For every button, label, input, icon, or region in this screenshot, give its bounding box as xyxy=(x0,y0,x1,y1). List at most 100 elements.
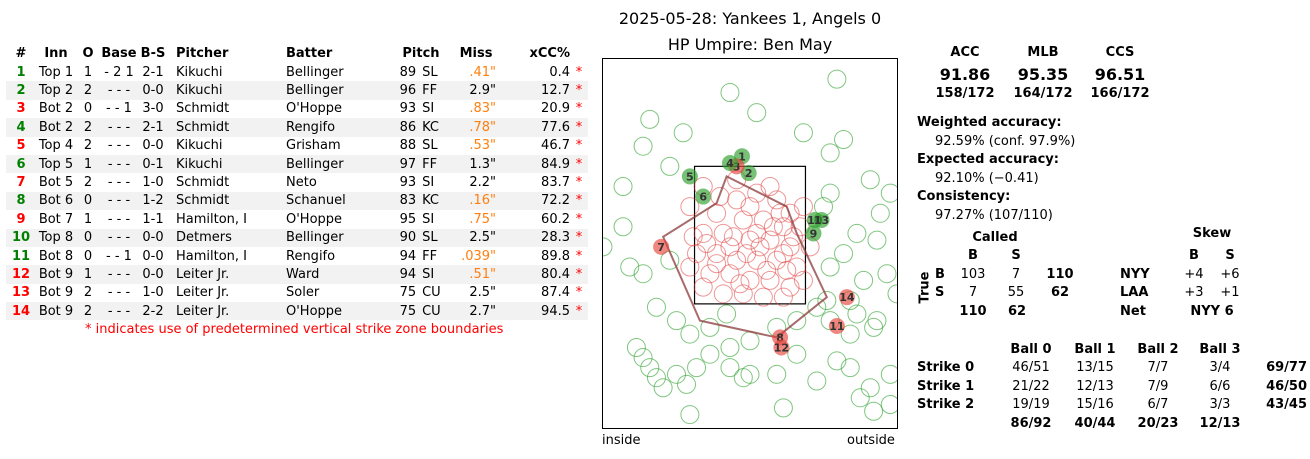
missed-call-marker xyxy=(740,165,757,182)
cell-num: 5 xyxy=(16,138,26,154)
cell-miss: .75" xyxy=(469,211,496,227)
skew-team-laa: LAA xyxy=(1120,285,1149,300)
called-ball-point xyxy=(870,203,890,223)
called-ball-point xyxy=(807,297,827,317)
called-ball-point xyxy=(740,364,760,384)
cell-miss: .16" xyxy=(446,191,506,211)
table-row: 9 Bot 7 1 - - - 1-1 Hamilton, I O'Hoppe 95 SI .75… xyxy=(6,210,588,228)
skew-net-value: NYY 6 xyxy=(1190,304,1234,319)
missed-call-label: 2 xyxy=(745,167,753,180)
cell-type: SI xyxy=(416,265,446,284)
x-label-inside: inside xyxy=(602,433,641,448)
called-ball-point xyxy=(787,344,807,364)
true-row-s: S xyxy=(935,285,945,300)
cell-type: FF xyxy=(422,248,438,264)
called-ball-point xyxy=(673,123,693,143)
cell-inn: Top 4 xyxy=(38,138,74,154)
cell-type: FF xyxy=(416,154,446,174)
cell-bs: 1-0 xyxy=(142,175,164,191)
matrix-b-total: 110 xyxy=(1046,267,1074,282)
called-strike-point xyxy=(713,284,733,304)
cell-bs: 2-1 xyxy=(142,64,164,80)
cell-velo: 90 xyxy=(396,228,417,247)
cell-velo: 96 xyxy=(396,81,417,100)
cell-type: SI xyxy=(422,175,435,191)
chart-title: 2025-05-28: Yankees 1, Angels 0 xyxy=(618,9,882,28)
cell-type: SL xyxy=(422,138,438,154)
called-strike-point xyxy=(783,227,803,247)
cell-pitcher: Schmidt xyxy=(176,175,230,191)
cell-velo: 95 xyxy=(399,211,417,227)
cell-xcc: 28.3 xyxy=(506,228,570,247)
cell-pitcher: Kikuchi xyxy=(168,81,286,100)
cell-inn: Top 2 xyxy=(36,81,76,100)
cell-type: FF xyxy=(416,81,446,100)
cell-miss: .51" xyxy=(446,265,506,284)
count-cell: 19/19 xyxy=(1012,397,1050,413)
cell-inn: Top 5 xyxy=(36,154,76,174)
called-ball-point xyxy=(687,358,707,378)
called-ball-point xyxy=(820,257,840,277)
cell-bs: 1-1 xyxy=(142,211,164,227)
cell-base: - - - xyxy=(107,285,131,301)
cell-inn: Bot 7 xyxy=(38,211,74,227)
called-strike-point xyxy=(687,244,707,264)
mlb-label: MLB xyxy=(1027,45,1059,60)
cell-o: 0 xyxy=(83,248,93,264)
cell-inn: Bot 9 xyxy=(38,285,74,301)
ccs-label: CCS xyxy=(1105,45,1135,60)
cell-batter: Bellinger xyxy=(286,228,396,247)
called-ball-point xyxy=(877,264,897,284)
col-header-xcc: xCC% xyxy=(529,45,571,61)
cell-inn: Top 1 xyxy=(38,64,74,80)
cell-bs: 0-0 xyxy=(138,81,168,100)
cell-bs: 0-0 xyxy=(138,228,168,247)
missed-call-label: 7 xyxy=(657,241,665,254)
cell-pitcher: Leiter Jr. xyxy=(168,302,286,321)
called-strike-point xyxy=(683,227,703,247)
strike-zone-plot: 1234567891011121314 xyxy=(593,58,907,429)
cell-velo: 93 xyxy=(399,175,417,191)
cell-bs: 0-1 xyxy=(138,154,168,174)
called-ball-point xyxy=(834,244,854,264)
called-strike-point xyxy=(693,277,713,297)
called-strike-point xyxy=(763,217,783,237)
cell-xcc: 60.2 xyxy=(541,211,570,227)
called-strike-point xyxy=(780,237,800,257)
called-ball-point xyxy=(827,69,847,89)
col-header-inning: Inn xyxy=(44,45,68,61)
called-ball-point xyxy=(733,368,753,388)
called-strike-point xyxy=(700,264,720,284)
acc-value: 91.86 xyxy=(939,65,991,84)
count-cell: 3/3 xyxy=(1209,397,1231,413)
cell-num: 8 xyxy=(6,191,36,211)
cell-num: 9 xyxy=(16,211,26,227)
cell-o: 0 xyxy=(76,228,100,247)
col-header-num: # xyxy=(15,45,27,61)
cell-base: - - 1 xyxy=(106,248,132,264)
cell-type: CU xyxy=(422,285,441,301)
called-ball-point xyxy=(880,395,900,415)
called-ball-point xyxy=(700,344,720,364)
missed-call-label: 1 xyxy=(738,150,746,163)
missed-call-label: 6 xyxy=(699,191,707,204)
called-strike-point xyxy=(740,197,760,217)
cell-pitcher: Kikuchi xyxy=(176,64,223,80)
missed-call-label: 5 xyxy=(686,170,694,183)
called-strike-point xyxy=(720,237,740,257)
cell-xcc: 12.7 xyxy=(506,81,570,100)
called-strike-point xyxy=(773,244,793,264)
called-strike-point xyxy=(753,287,773,307)
count-row-total: 46/50 xyxy=(1266,378,1307,394)
cell-miss: .83" xyxy=(469,101,496,117)
called-strike-point xyxy=(760,176,780,196)
called-strike-point xyxy=(740,230,760,250)
called-ball-point xyxy=(620,257,640,277)
count-col-total: 20/23 xyxy=(1137,415,1179,431)
chart-subtitle: HP Umpire: Ben May xyxy=(667,35,833,54)
cell-o: 2 xyxy=(76,118,100,137)
missed-call-marker xyxy=(681,168,698,185)
cell-pitcher: Schmidt xyxy=(176,101,230,117)
cell-star: * xyxy=(575,138,583,154)
